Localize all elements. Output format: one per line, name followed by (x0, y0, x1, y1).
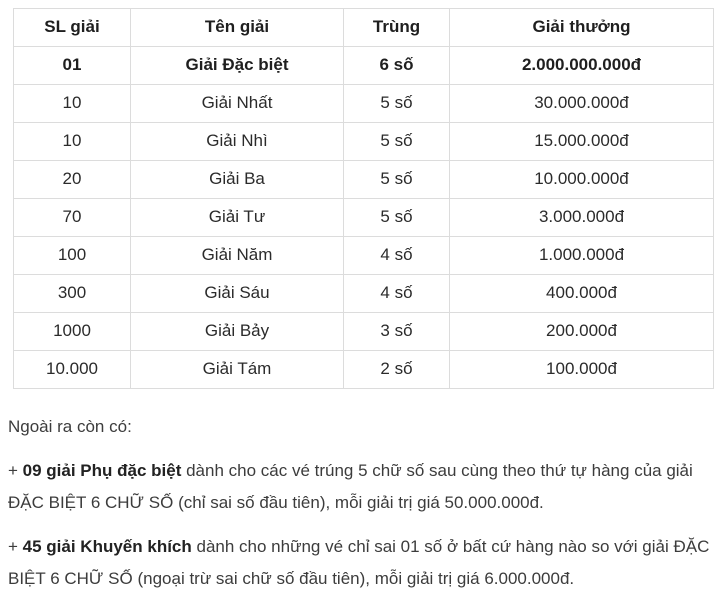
cell-quantity: 01 (13, 46, 131, 85)
cell-prize: 1.000.000đ (449, 236, 714, 275)
cell-match: 5 số (343, 84, 450, 123)
header-row: SL giải Tên giải Trùng Giải thưởng (13, 8, 714, 47)
cell-name: Giải Nhì (130, 122, 344, 161)
notes-section: Ngoài ra còn có: + 09 giải Phụ đặc biệt … (8, 411, 713, 595)
cell-match: 3 số (343, 312, 450, 351)
cell-prize: 400.000đ (449, 274, 714, 313)
cell-match: 4 số (343, 236, 450, 275)
cell-quantity: 300 (13, 274, 131, 313)
cell-prize: 10.000.000đ (449, 160, 714, 199)
table-row: 100 Giải Năm 4 số 1.000.000đ (13, 236, 714, 275)
header-prize: Giải thưởng (449, 8, 714, 47)
cell-match: 5 số (343, 198, 450, 237)
cell-name: Giải Tám (130, 350, 344, 389)
cell-quantity: 1000 (13, 312, 131, 351)
cell-prize: 15.000.000đ (449, 122, 714, 161)
table-row: 01 Giải Đặc biệt 6 số 2.000.000.000đ (13, 46, 714, 85)
prize-table: SL giải Tên giải Trùng Giải thưởng 01 Giả… (13, 8, 714, 389)
prize-table-header: SL giải Tên giải Trùng Giải thưởng (13, 8, 714, 47)
note-encouragement: + 45 giải Khuyến khích dành cho những vé… (8, 531, 713, 595)
cell-match: 6 số (343, 46, 450, 85)
cell-quantity: 10 (13, 122, 131, 161)
table-row: 10.000 Giải Tám 2 số 100.000đ (13, 350, 714, 389)
note-special-consolation: + 09 giải Phụ đặc biệt dành cho các vé t… (8, 455, 713, 519)
cell-name: Giải Năm (130, 236, 344, 275)
table-row: 20 Giải Ba 5 số 10.000.000đ (13, 160, 714, 199)
note-prefix: + (8, 537, 23, 556)
table-row: 1000 Giải Bảy 3 số 200.000đ (13, 312, 714, 351)
note-prefix: + (8, 461, 23, 480)
cell-name: Giải Đặc biệt (130, 46, 344, 85)
cell-match: 5 số (343, 160, 450, 199)
note-bold-label: 09 giải Phụ đặc biệt (22, 461, 182, 480)
cell-name: Giải Tư (130, 198, 344, 237)
cell-quantity: 100 (13, 236, 131, 275)
table-row: 10 Giải Nhì 5 số 15.000.000đ (13, 122, 714, 161)
cell-name: Giải Ba (130, 160, 344, 199)
cell-quantity: 20 (13, 160, 131, 199)
cell-prize: 100.000đ (449, 350, 714, 389)
cell-quantity: 10 (13, 84, 131, 123)
cell-name: Giải Bảy (130, 312, 344, 351)
table-row: 70 Giải Tư 5 số 3.000.000đ (13, 198, 714, 237)
note-text: dành cho các vé trúng 5 chữ số sau cùng … (8, 461, 693, 512)
cell-quantity: 70 (13, 198, 131, 237)
cell-name: Giải Sáu (130, 274, 344, 313)
cell-prize: 3.000.000đ (449, 198, 714, 237)
header-match: Trùng (343, 8, 450, 47)
header-quantity: SL giải (13, 8, 131, 47)
cell-match: 5 số (343, 122, 450, 161)
cell-prize: 2.000.000.000đ (449, 46, 714, 85)
header-name: Tên giải (130, 8, 344, 47)
notes-intro: Ngoài ra còn có: (8, 417, 132, 436)
table-row: 10 Giải Nhất 5 số 30.000.000đ (13, 84, 714, 123)
note-bold-label: 45 giải Khuyến khích (22, 537, 192, 556)
cell-prize: 30.000.000đ (449, 84, 714, 123)
prize-table-body: 01 Giải Đặc biệt 6 số 2.000.000.000đ 10 Giải … (13, 46, 714, 389)
table-row: 300 Giải Sáu 4 số 400.000đ (13, 274, 714, 313)
cell-prize: 200.000đ (449, 312, 714, 351)
cell-match: 2 số (343, 350, 450, 389)
note-text: dành cho những vé chỉ sai 01 số ở bất cứ… (8, 537, 710, 588)
cell-quantity: 10.000 (13, 350, 131, 389)
cell-name: Giải Nhất (130, 84, 344, 123)
cell-match: 4 số (343, 274, 450, 313)
